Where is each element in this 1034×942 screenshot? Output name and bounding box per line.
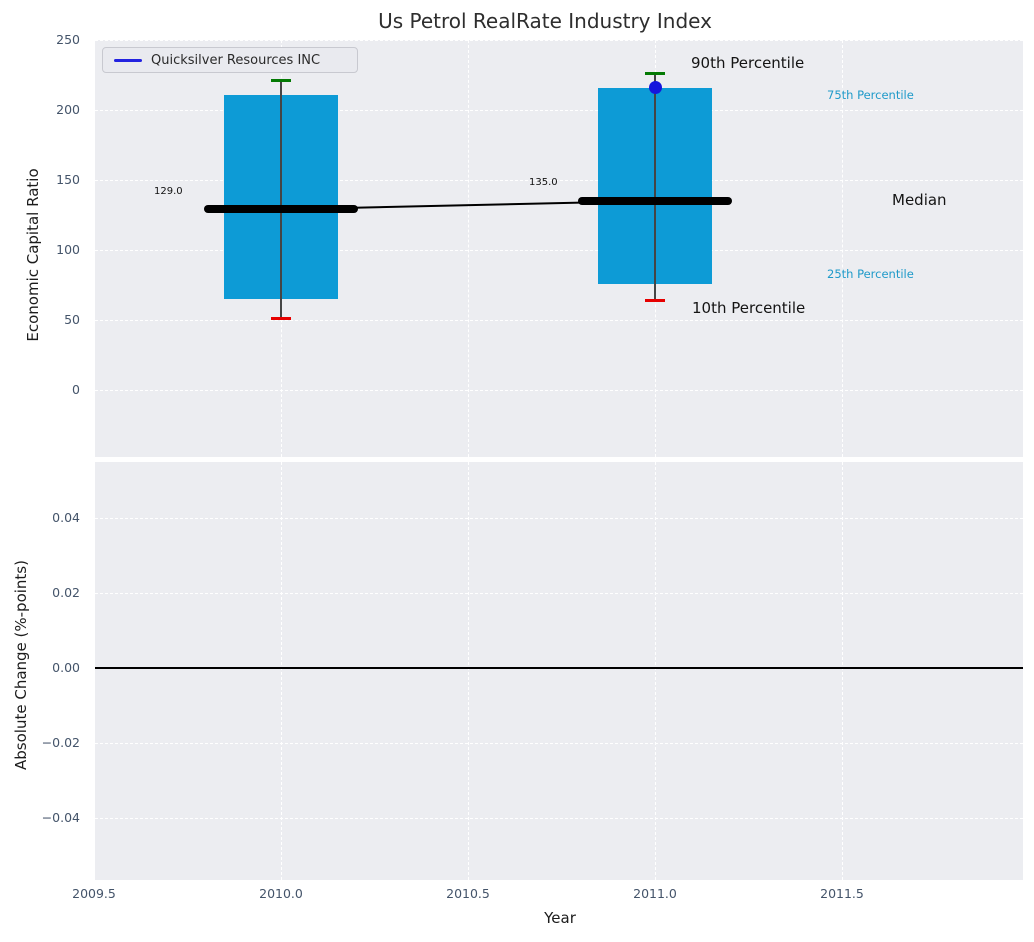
bottom-plot-area [95,462,1023,880]
p10-whisker-cap [271,317,291,321]
annotation-median: Median [892,191,947,209]
top-y-tick-label: 150 [56,172,80,187]
gridline-horizontal [95,518,1023,519]
zero-change-line [95,667,1023,669]
gridline-vertical [468,40,469,457]
median-value-label-2010: 129.0 [154,186,183,197]
gridline-horizontal [95,180,1023,181]
company-value-dot [648,81,662,95]
legend-line-swatch [114,58,142,62]
gridline-vertical [655,462,656,880]
chart-title: Us Petrol RealRate Industry Index [378,9,712,33]
top-y-tick-label: 200 [56,102,80,117]
median-bar [204,205,358,214]
x-axis-label: Year [544,909,576,927]
legend: Quicksilver Resources INC [102,47,358,73]
bottom-y-tick-label: −0.02 [41,735,80,750]
gridline-vertical [842,40,843,457]
x-tick-label: 2010.5 [446,886,490,901]
legend-label: Quicksilver Resources INC [151,52,321,68]
bottom-y-tick-label: 0.04 [52,510,80,525]
median-bar [578,197,732,205]
top-y-tick-label: 100 [56,242,80,257]
top-y-tick-label: 50 [64,312,80,327]
annotation-75th-percentile: 75th Percentile [827,88,914,102]
gridline-horizontal [95,743,1023,744]
gridline-horizontal [95,593,1023,594]
median-value-label-2011: 135.0 [529,177,558,188]
p90-whisker-cap [645,72,665,76]
gridline-horizontal [95,110,1023,111]
x-tick-label: 2010.0 [259,886,303,901]
gridline-horizontal [95,40,1023,41]
gridline-vertical [281,462,282,880]
p10-whisker-cap [645,298,665,302]
gridline-horizontal [95,250,1023,251]
bottom-y-tick-label: 0.00 [52,660,80,675]
gridline-vertical [842,462,843,880]
whisker-line [280,80,282,319]
x-tick-label: 2009.5 [72,886,116,901]
whisker-line [654,73,656,301]
bottom-y-tick-label: 0.02 [52,585,80,600]
top-y-tick-label: 0 [72,382,80,397]
x-tick-label: 2011.0 [633,886,677,901]
x-tick-label: 2011.5 [820,886,864,901]
annotation-25th-percentile: 25th Percentile [827,267,914,281]
bottom-y-tick-label: −0.04 [41,810,80,825]
annotation-90th-percentile: 90th Percentile [691,54,805,72]
gridline-horizontal [95,390,1023,391]
gridline-horizontal [95,818,1023,819]
gridline-horizontal [95,320,1023,321]
bottom-y-axis-label: Absolute Change (%-points) [12,560,30,770]
p90-whisker-cap [271,79,291,83]
top-y-axis-label: Economic Capital Ratio [24,168,42,342]
gridline-vertical [468,462,469,880]
annotation-10th-percentile: 10th Percentile [692,299,806,317]
top-y-tick-label: 250 [56,32,80,47]
